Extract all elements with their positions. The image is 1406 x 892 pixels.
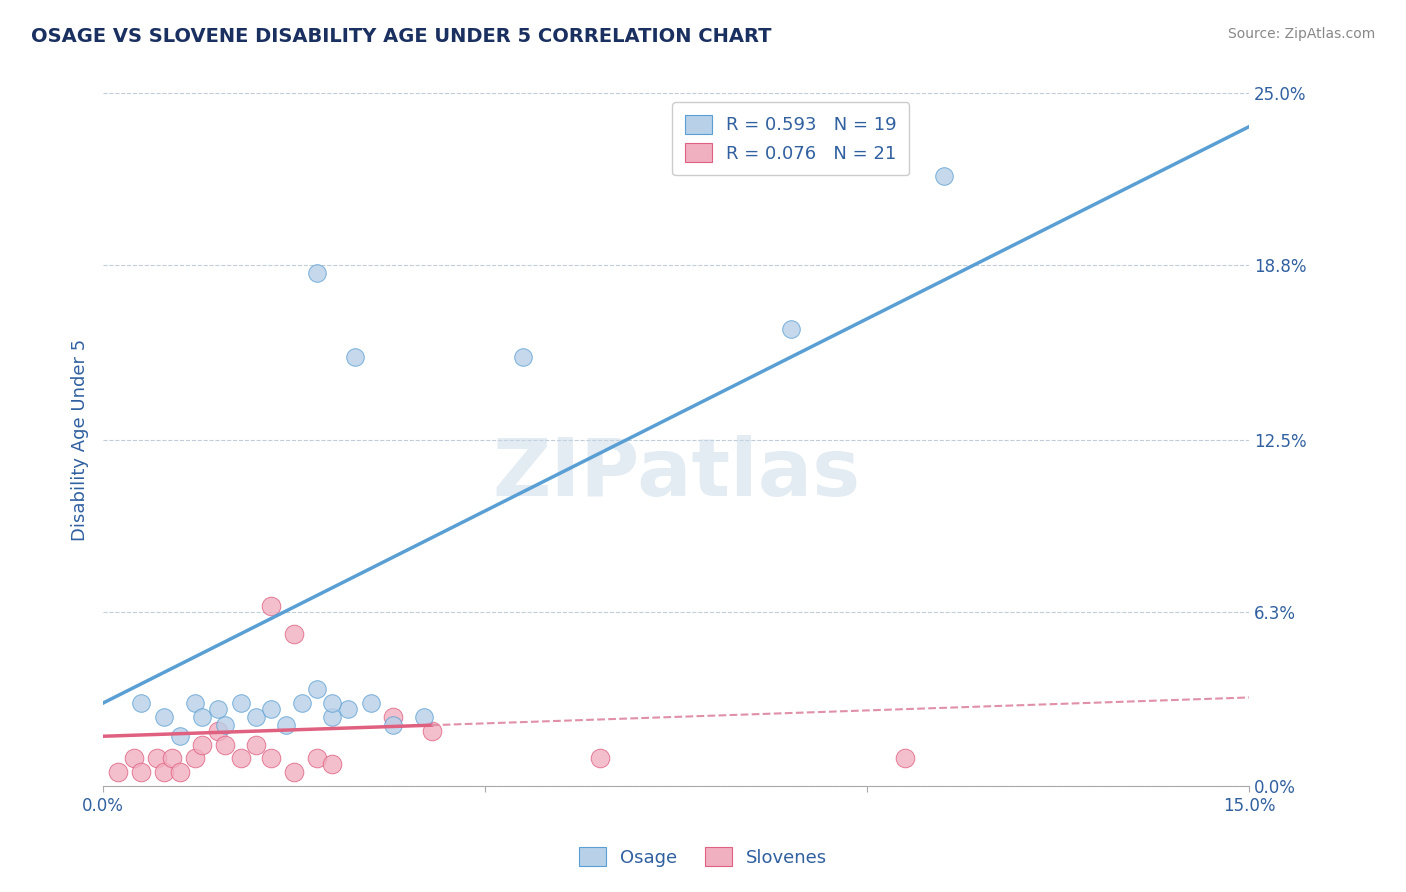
Point: [932, 169, 955, 184]
Point: [214, 718, 236, 732]
Point: [276, 718, 298, 732]
Point: [131, 696, 153, 710]
Point: [207, 701, 229, 715]
Text: Source: ZipAtlas.com: Source: ZipAtlas.com: [1227, 27, 1375, 41]
Point: [512, 350, 534, 364]
Point: [321, 710, 343, 724]
Point: [260, 701, 283, 715]
Point: [169, 765, 191, 780]
Point: [229, 751, 252, 765]
Point: [245, 710, 267, 724]
Point: [191, 710, 214, 724]
Point: [184, 751, 207, 765]
Point: [307, 682, 329, 697]
Legend: R = 0.593   N = 19, R = 0.076   N = 21: R = 0.593 N = 19, R = 0.076 N = 21: [672, 103, 910, 176]
Point: [307, 751, 329, 765]
Point: [420, 723, 443, 738]
Point: [122, 751, 145, 765]
Point: [344, 350, 367, 364]
Point: [307, 267, 329, 281]
Point: [145, 751, 167, 765]
Point: [321, 696, 343, 710]
Point: [229, 696, 252, 710]
Point: [260, 751, 283, 765]
Point: [169, 729, 191, 743]
Text: ZIPatlas: ZIPatlas: [492, 435, 860, 514]
Point: [153, 765, 176, 780]
Y-axis label: Disability Age Under 5: Disability Age Under 5: [72, 339, 89, 541]
Point: [245, 738, 267, 752]
Point: [191, 738, 214, 752]
Point: [360, 696, 382, 710]
Text: OSAGE VS SLOVENE DISABILITY AGE UNDER 5 CORRELATION CHART: OSAGE VS SLOVENE DISABILITY AGE UNDER 5 …: [31, 27, 772, 45]
Point: [160, 751, 183, 765]
Point: [382, 710, 405, 724]
Point: [283, 626, 305, 640]
Point: [207, 723, 229, 738]
Point: [283, 765, 305, 780]
Point: [153, 710, 176, 724]
Legend: Osage, Slovenes: Osage, Slovenes: [572, 840, 834, 874]
Point: [184, 696, 207, 710]
Point: [336, 701, 359, 715]
Point: [589, 751, 612, 765]
Point: [291, 696, 314, 710]
Point: [131, 765, 153, 780]
Point: [779, 322, 801, 336]
Point: [413, 710, 436, 724]
Point: [107, 765, 129, 780]
Point: [321, 756, 343, 771]
Point: [214, 738, 236, 752]
Point: [894, 751, 917, 765]
Point: [260, 599, 283, 613]
Point: [382, 718, 405, 732]
